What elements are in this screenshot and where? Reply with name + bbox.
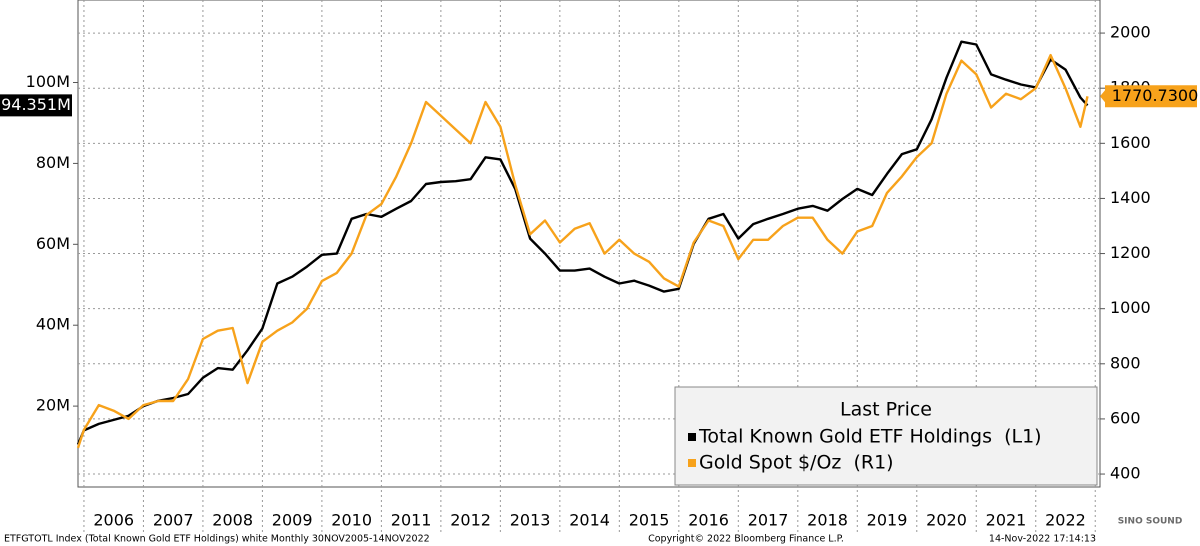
x-tick-label: 2013 — [510, 511, 551, 530]
x-tick-label: 2015 — [629, 511, 670, 530]
legend-title: Last Price — [840, 399, 932, 421]
x-tick-label: 2018 — [807, 511, 848, 530]
last-price-box — [1105, 85, 1197, 108]
y-tick-label: 80M — [36, 153, 70, 172]
x-tick-label: 2009 — [272, 511, 313, 530]
x-tick-label: 2016 — [688, 511, 729, 530]
y-tick-label: 100M — [26, 72, 70, 91]
x-tick-label: 2017 — [748, 511, 789, 530]
y-tick-label: 20M — [36, 396, 70, 415]
legend-box — [674, 386, 1098, 486]
y2-tick-label: 1600 — [1110, 133, 1151, 152]
x-tick-label: 2019 — [867, 511, 908, 530]
x-tick-label: 2022 — [1045, 511, 1086, 530]
footer-center: Copyright© 2022 Bloomberg Finance L.P. — [648, 534, 844, 545]
x-tick-label: 2012 — [450, 511, 491, 530]
last-price-label: 1770.7300 — [1112, 86, 1199, 105]
x-tick-label: 2008 — [212, 511, 253, 530]
x-tick-label: 2020 — [926, 511, 967, 530]
watermark: SINO SOUND — [1118, 517, 1183, 527]
y2-tick-label: 1200 — [1110, 243, 1151, 262]
y2-tick-label: 2000 — [1110, 23, 1151, 42]
footer-right: 14-Nov-2022 17:14:13 — [989, 534, 1096, 545]
series-line — [76, 53, 1089, 449]
y2-tick-label: 800 — [1110, 353, 1141, 372]
y2-tick-label: 1000 — [1110, 298, 1151, 317]
y-tick-label: 40M — [36, 315, 70, 334]
y2-tick-label: 1400 — [1110, 188, 1151, 207]
legend-label: Gold Spot $/Oz (R1) — [699, 452, 894, 474]
legend-label: Total Known Gold ETF Holdings (L1) — [698, 426, 1042, 448]
legend-swatch — [688, 459, 696, 467]
y-tick-label: 60M — [36, 234, 70, 253]
x-tick-label: 2010 — [331, 511, 372, 530]
x-tick-label: 2007 — [153, 511, 194, 530]
last-price-box — [0, 94, 72, 117]
last-price-label: 94.351M — [1, 95, 71, 114]
footer-left: ETFGTOTL Index (Total Known Gold ETF Hol… — [4, 534, 430, 545]
legend-swatch — [688, 433, 696, 441]
x-tick-label: 2011 — [391, 511, 432, 530]
y2-tick-label: 400 — [1110, 464, 1141, 483]
x-tick-label: 2021 — [986, 511, 1027, 530]
y2-tick-label: 600 — [1110, 408, 1141, 427]
x-tick-label: 2006 — [93, 511, 134, 530]
x-tick-label: 2014 — [569, 511, 610, 530]
last-price-pointer — [1100, 90, 1105, 103]
